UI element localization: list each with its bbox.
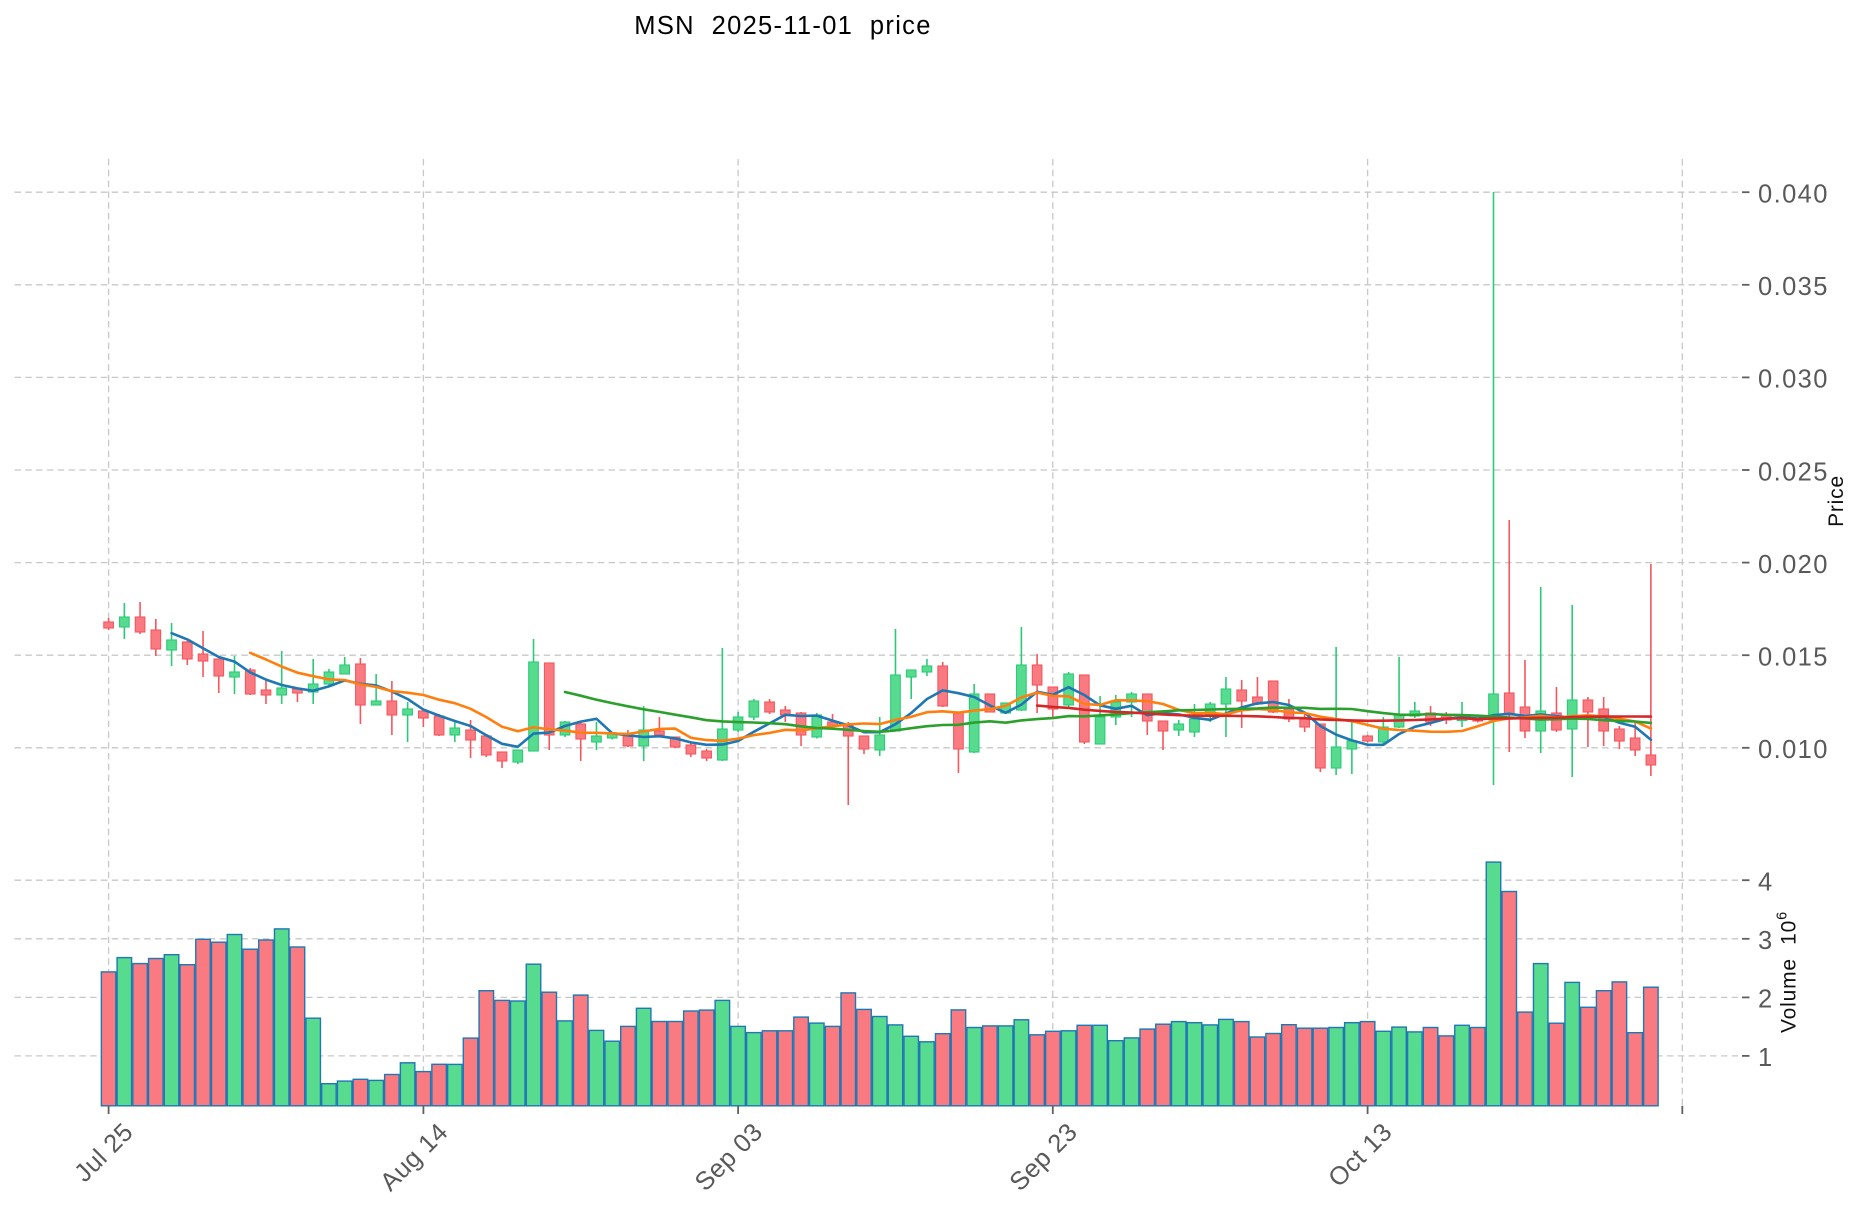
svg-text:3: 3 <box>1758 927 1774 955</box>
svg-text:4: 4 <box>1758 869 1774 897</box>
svg-text:1: 1 <box>1758 1044 1774 1072</box>
svg-text:Volume 106: Volume 106 <box>1775 911 1801 1033</box>
svg-text:Price: Price <box>1825 475 1848 527</box>
svg-text:0.030: 0.030 <box>1758 366 1829 394</box>
svg-text:0.035: 0.035 <box>1758 273 1829 301</box>
svg-text:0.025: 0.025 <box>1758 458 1829 486</box>
svg-text:0.010: 0.010 <box>1758 736 1829 764</box>
svg-text:MSN 2025-11-01 price: MSN 2025-11-01 price <box>634 12 931 40</box>
svg-text:0.020: 0.020 <box>1758 551 1829 579</box>
svg-text:0.015: 0.015 <box>1758 644 1829 672</box>
svg-text:0.040: 0.040 <box>1758 181 1829 209</box>
svg-text:2: 2 <box>1758 986 1774 1014</box>
